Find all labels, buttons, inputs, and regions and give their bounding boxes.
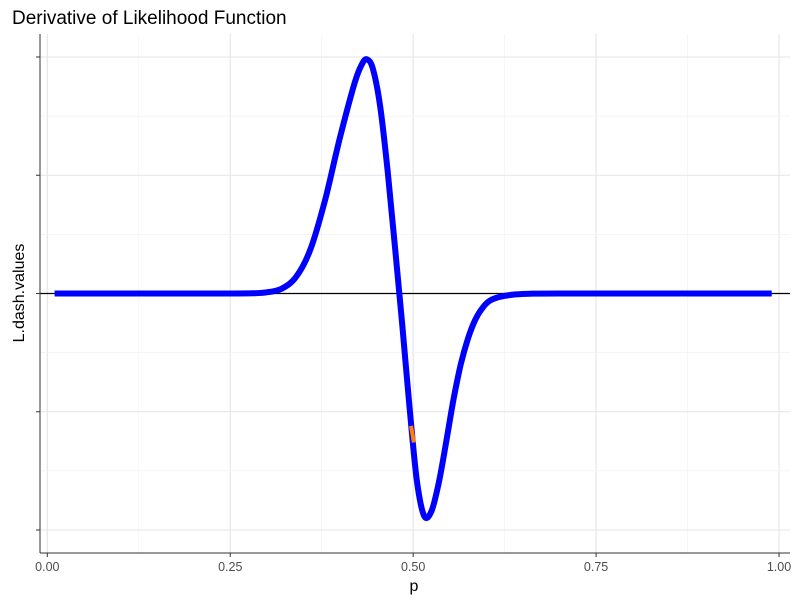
series-line-derivative [54,56,772,522]
series-group [54,56,772,522]
chart-title: Derivative of Likelihood Function [12,8,287,29]
x-tick-label: 0.00 [35,560,59,574]
series-line-highlight [409,425,416,443]
x-tick-label: 1.00 [767,560,791,574]
x-tick-label: 0.75 [584,560,608,574]
tick-labels: 0.00 0.25 0.50 0.75 1.00 [35,560,791,574]
x-tick-label: 0.25 [218,560,242,574]
axes [36,34,790,557]
x-axis-label: p [410,578,419,595]
x-tick-label: 0.50 [401,560,425,574]
y-axis-label: L.dash.values [11,244,28,343]
